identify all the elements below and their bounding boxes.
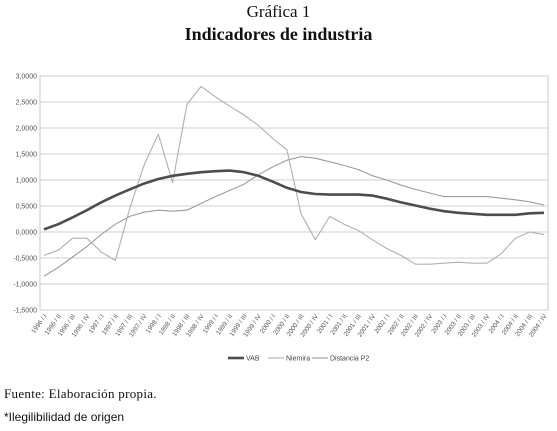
chart-number: Gráfica 1 [246,2,311,21]
y-tick-label: 0,0000 [16,230,38,237]
y-axis: 3,0000 2,5000 2,0000 1,5000 1,0000 0,5000 0,00… [13,74,37,315]
legend-label: Distancia P2 [330,356,369,363]
y-tick-label: -0,5000 [13,256,37,263]
y-tick-label: 0,5000 [16,204,38,211]
legend-label: VAB [246,356,260,363]
y-tick-label: 2,0000 [16,126,38,133]
y-tick-label: 2,5000 [16,100,38,107]
legend: VAB Niemira Distancia P2 [228,356,369,363]
y-tick-label: 1,0000 [16,178,38,185]
y-tick-label: 1,5000 [16,152,38,159]
legend-label: Niemira [286,356,310,363]
y-tick-label: 3,0000 [16,74,38,81]
series-line-vab [43,169,545,231]
plot-area [39,75,549,311]
gridlines [40,75,548,311]
chart-title: Indicadores de industria [184,24,373,44]
source-note: Fuente: Elaboración propia. [4,386,157,401]
series-line-niemira [43,85,545,265]
y-tick-label: -1,0000 [13,282,37,289]
y-tick-label: -1,5000 [13,308,37,315]
series-group [43,85,545,277]
footnote: *Ilegilibilidad de origen [4,410,125,424]
